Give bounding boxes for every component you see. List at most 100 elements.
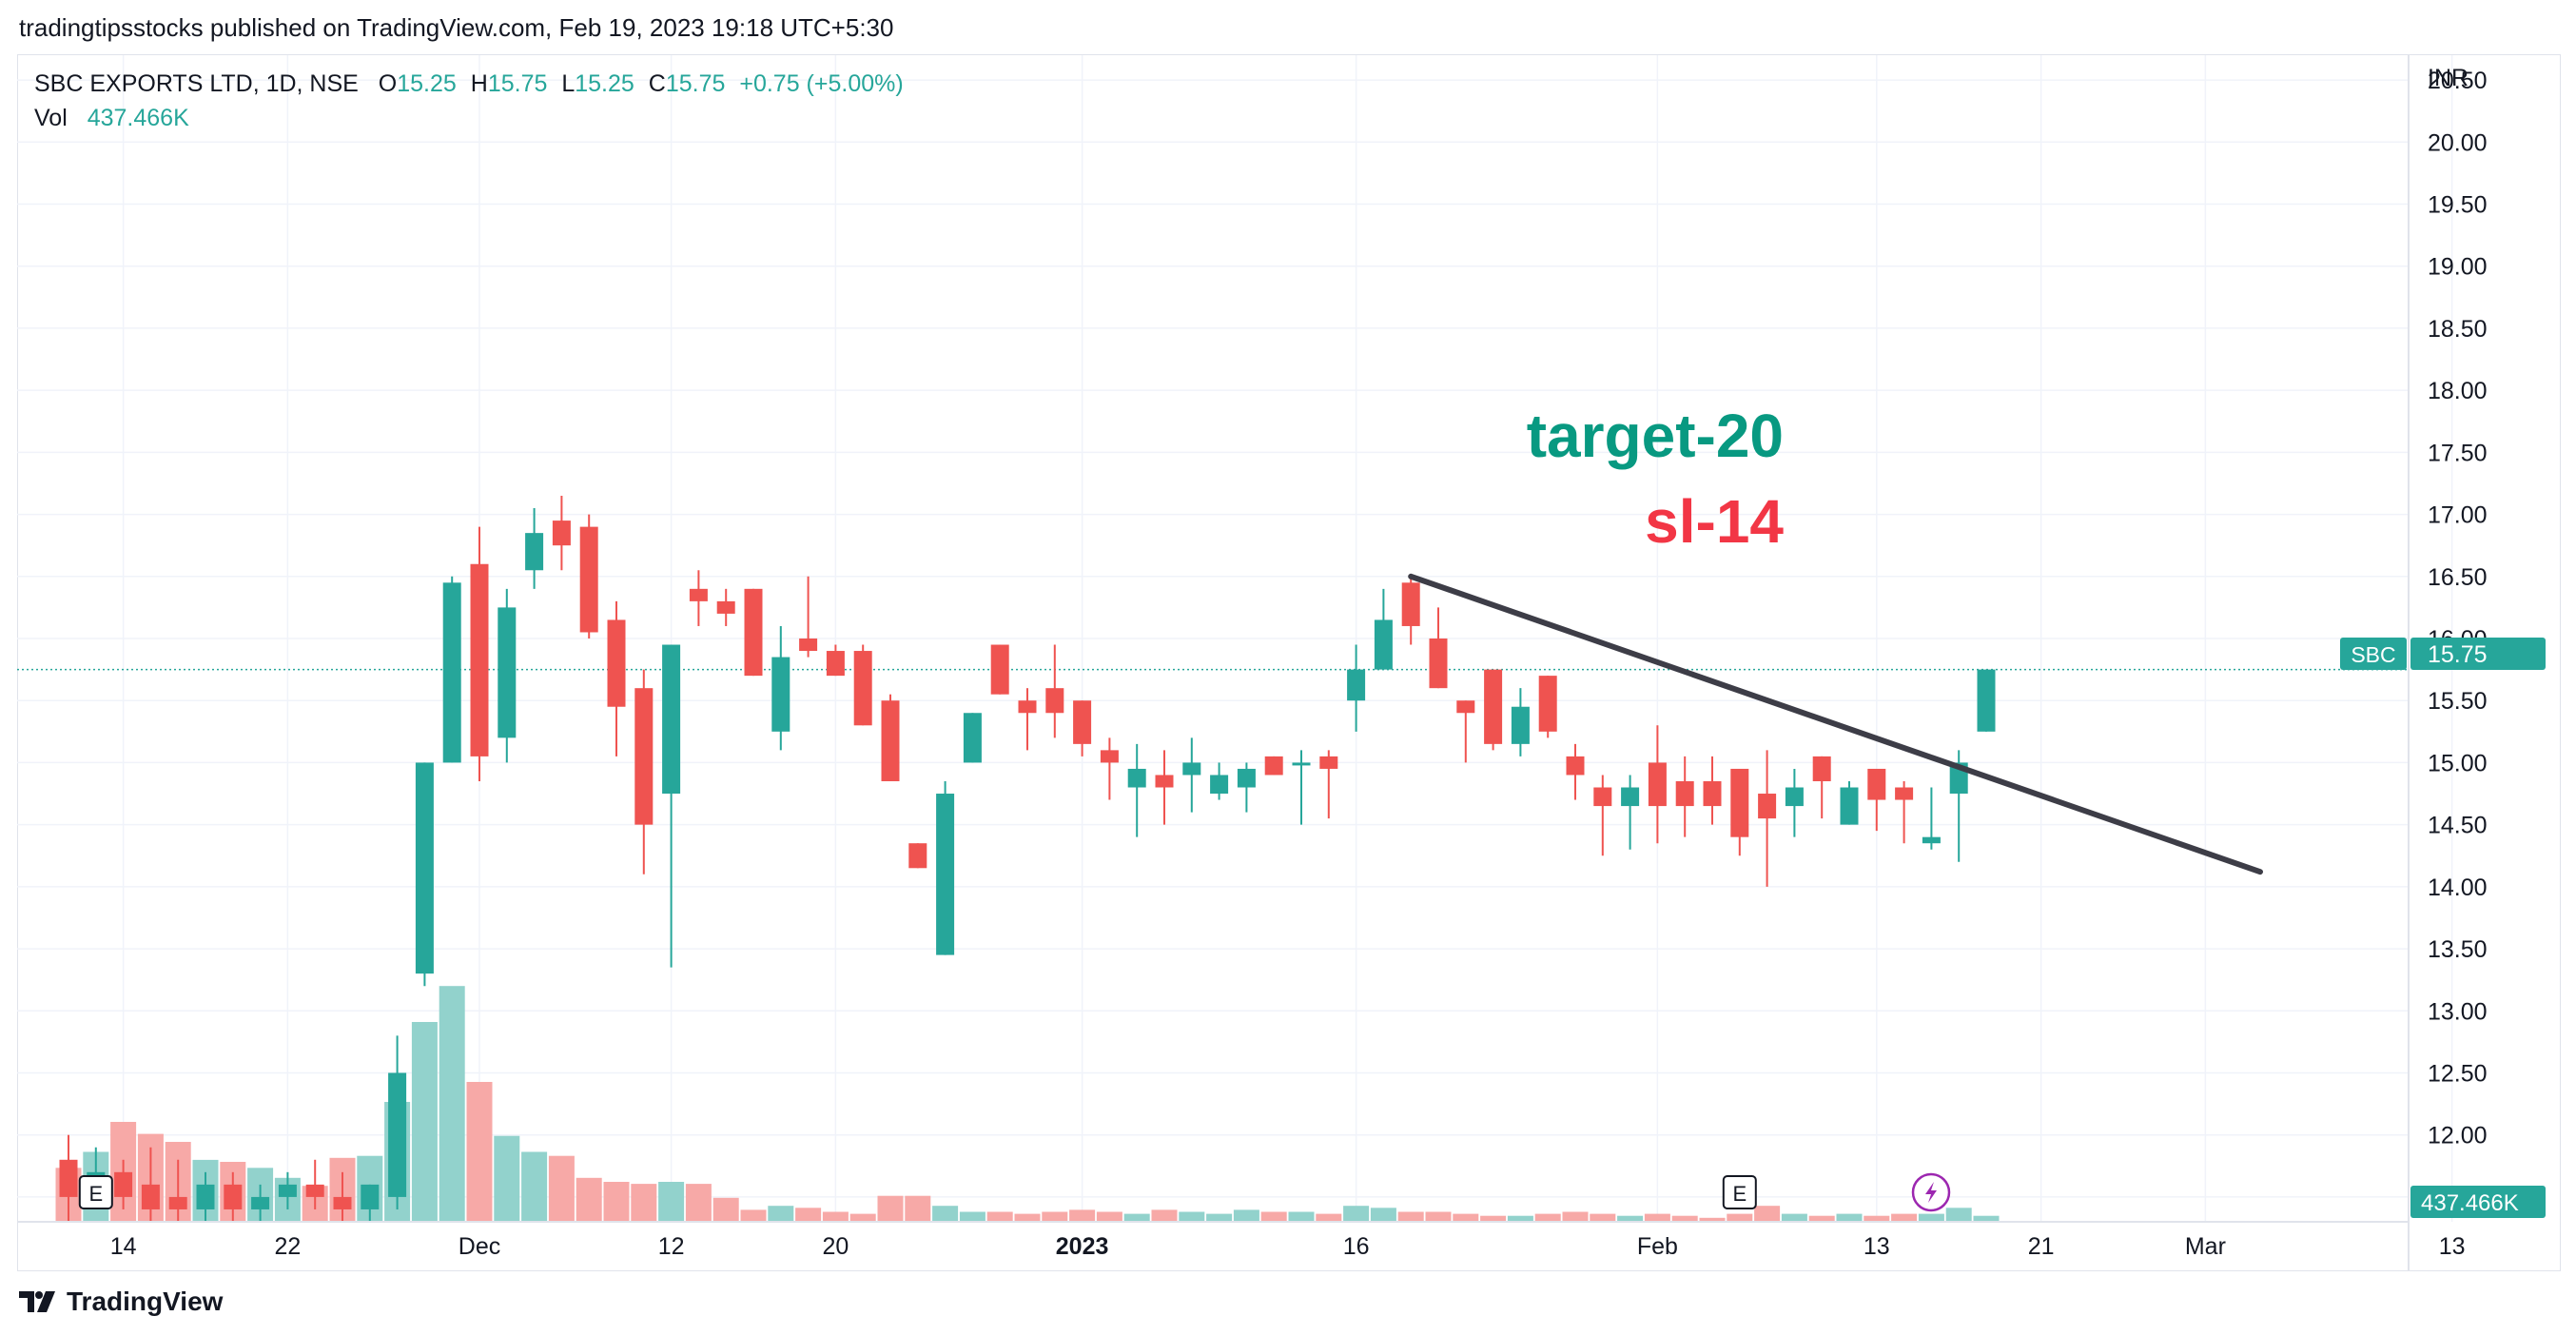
candle-body[interactable] (114, 1171, 133, 1197)
last-price-badge: 15.75 (2428, 641, 2488, 668)
candle-body[interactable] (990, 644, 1009, 695)
candle-body[interactable] (1073, 700, 1092, 744)
candle-body[interactable] (1456, 700, 1475, 714)
volume-bar (1425, 1211, 1452, 1222)
candle-body[interactable] (1758, 794, 1777, 819)
volume-bar (1042, 1211, 1068, 1222)
candle-body[interactable] (224, 1184, 243, 1209)
candle-body[interactable] (963, 713, 982, 763)
grid (17, 55, 2453, 1222)
candle-body[interactable] (1264, 756, 1283, 776)
candle-body[interactable] (1840, 787, 1859, 825)
candle-body[interactable] (442, 582, 461, 763)
candle-body[interactable] (853, 651, 872, 726)
candle-body[interactable] (1127, 768, 1146, 788)
candle-body[interactable] (1703, 780, 1722, 807)
candle-body[interactable] (1319, 756, 1338, 769)
candle-body[interactable] (634, 688, 654, 825)
candle-body[interactable] (1538, 676, 1557, 732)
candle-body[interactable] (744, 588, 763, 677)
candle-body[interactable] (498, 607, 517, 738)
candle-body[interactable] (59, 1159, 78, 1197)
volume-bar (1453, 1213, 1479, 1222)
candle-body[interactable] (1045, 688, 1064, 714)
price-badges: SBC 15.75 437.466K (2340, 638, 2546, 1218)
candle-body[interactable] (1922, 836, 1941, 844)
candle-body[interactable] (1210, 775, 1229, 795)
candle-body[interactable] (1511, 706, 1530, 744)
candle-body[interactable] (908, 843, 927, 869)
volume-bar (959, 1211, 986, 1222)
candle-body[interactable] (1347, 669, 1366, 701)
candle-body[interactable] (361, 1184, 380, 1209)
volume-bar (1808, 1215, 1835, 1222)
candle-body[interactable] (771, 657, 790, 732)
candle-body[interactable] (1429, 639, 1448, 689)
earnings-marker-label: E (1732, 1182, 1747, 1206)
candle-body[interactable] (881, 700, 900, 781)
volume-badge: 437.466K (2421, 1190, 2519, 1216)
candle-body[interactable] (1401, 582, 1420, 626)
candle-body[interactable] (1675, 780, 1694, 807)
candle-body[interactable] (1292, 762, 1311, 766)
volume-bar (849, 1213, 876, 1222)
candle-body[interactable] (1977, 669, 1996, 732)
volume-bar (1069, 1209, 1096, 1222)
candle-body[interactable] (1182, 762, 1201, 776)
candle-body[interactable] (716, 600, 735, 614)
candle-body[interactable] (1484, 669, 1503, 744)
target-annotation[interactable]: target-20 (1527, 402, 1784, 470)
candle-body[interactable] (936, 794, 955, 955)
candle-body[interactable] (1566, 756, 1585, 776)
candle-body[interactable] (826, 651, 845, 677)
candle-body[interactable] (1018, 700, 1037, 714)
time-axis[interactable]: 14 22 Dec 12 20 2023 16 Feb 13 21 Mar 13 (17, 1221, 2466, 1260)
candle-body[interactable] (1621, 787, 1640, 807)
candle-body[interactable] (1812, 756, 1831, 781)
candle-body[interactable] (689, 588, 708, 601)
candle-body[interactable] (333, 1196, 352, 1209)
candle-body[interactable] (799, 639, 818, 652)
candle-body[interactable] (1867, 768, 1886, 800)
candle-body[interactable] (1237, 768, 1256, 788)
candle-body[interactable] (1374, 619, 1393, 670)
earnings-marker-icon[interactable] (1722, 1175, 1757, 1209)
volume-bar (1179, 1211, 1205, 1222)
candle-body[interactable] (607, 619, 626, 707)
candle-body[interactable] (1730, 768, 1749, 837)
trendline[interactable] (1408, 573, 2263, 875)
candle-body[interactable] (415, 762, 434, 974)
volume-bar (631, 1184, 657, 1222)
candle-body[interactable] (196, 1184, 215, 1209)
legend-ohlc-row: SBC EXPORTS LTD, 1D, NSE O15.25 H15.75 L… (34, 67, 904, 101)
stop-loss-annotation[interactable]: sl-14 (1645, 487, 1784, 556)
candle-body[interactable] (168, 1196, 187, 1209)
symbol-line[interactable]: SBC EXPORTS LTD, 1D, NSE (34, 70, 359, 97)
candle-body[interactable] (470, 563, 489, 756)
candle-body[interactable] (1593, 787, 1612, 807)
publish-info: tradingtipsstocks published on TradingVi… (19, 13, 894, 42)
candle-body[interactable] (141, 1184, 160, 1209)
candle-body[interactable] (1785, 787, 1804, 807)
candle-body[interactable] (1155, 775, 1174, 788)
candle-body[interactable] (278, 1184, 297, 1197)
candle-body[interactable] (305, 1184, 324, 1197)
chart-frame[interactable] (17, 54, 2561, 1271)
candle-body[interactable] (1895, 787, 1914, 800)
y-tick-label: 20.00 (2428, 129, 2488, 156)
volume-bar (1397, 1211, 1424, 1222)
footer-brand[interactable]: TradingView (19, 1287, 223, 1317)
candle-body[interactable] (251, 1196, 270, 1209)
candle-body[interactable] (1100, 750, 1119, 763)
candle-body[interactable] (662, 644, 681, 795)
candle-body[interactable] (552, 521, 571, 546)
candle-body[interactable] (1648, 762, 1667, 807)
earnings-marker-icon[interactable] (78, 1175, 113, 1209)
y-tick-label: 14.50 (2428, 813, 2488, 839)
volume-bar (768, 1206, 794, 1222)
candle-body[interactable] (388, 1072, 407, 1197)
candle-body[interactable] (525, 533, 544, 571)
candle-body[interactable] (579, 526, 598, 633)
